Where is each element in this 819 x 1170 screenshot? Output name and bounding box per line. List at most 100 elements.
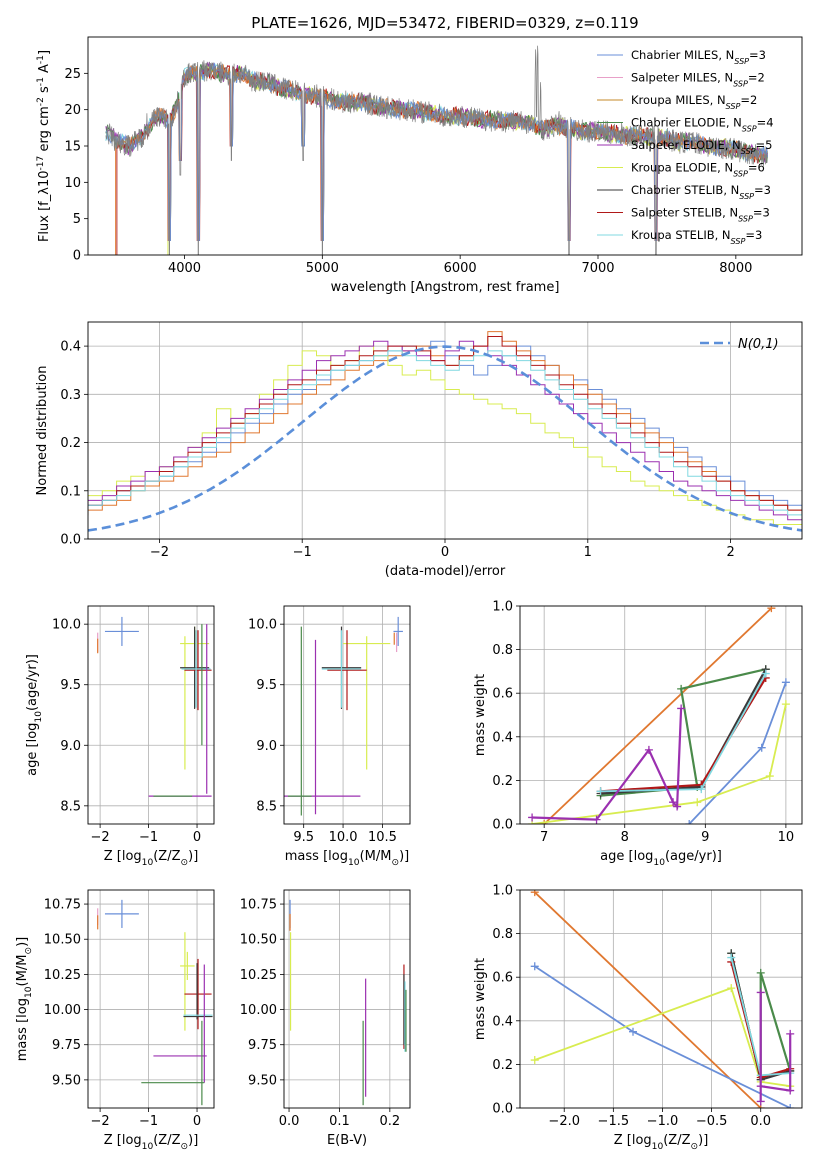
series-marker <box>530 1056 539 1065</box>
series-line <box>600 668 766 797</box>
plot-area <box>528 606 790 824</box>
x-tick-label: 0 <box>441 545 449 560</box>
series-marker <box>786 1029 795 1038</box>
series-marker <box>677 684 686 693</box>
x-tick-label: 8000 <box>719 261 752 276</box>
errorbar-point <box>393 616 403 646</box>
chart-mass_weight_vs_Z: −2.0 −1.5 −1.0 −0.5 0.0 0.0 0.2 0.4 0.6 0.8 1.0 Z [… <box>473 884 803 1152</box>
axes-frame: 9.5 10.0 10.5 8.5 9.0 9.5 10.0 mass [log10(M/M⊙… <box>248 605 411 868</box>
x-tick-label: 0 <box>193 830 201 845</box>
series-marker <box>530 890 539 897</box>
y-tick-label: 9.5 <box>256 678 277 693</box>
y-tick-label: 0.2 <box>60 436 81 451</box>
x-axis-label: mass [log10(M/M⊙)] <box>285 849 409 868</box>
series-marker <box>669 798 678 807</box>
series-marker <box>677 704 686 713</box>
legend-label: Kroupa ELODIE, NSSP=6 <box>631 161 765 179</box>
y-tick-label: 0.0 <box>492 818 513 833</box>
series-marker <box>765 772 774 781</box>
series-marker <box>685 820 694 824</box>
chart-age_vs_Z: −2 −1 0 8.5 9.0 9.5 10.0 Z [log10(Z/Z⊙)] age [lo… <box>25 605 215 868</box>
x-tick-label: 5000 <box>306 261 339 276</box>
axes-frame: 7 8 9 10 0.0 0.2 0.4 0.6 0.8 1.0 age [log10(age/yr… <box>473 600 803 868</box>
chart-age_vs_mass: 9.5 10.0 10.5 8.5 9.0 9.5 10.0 mass [log10(M/M⊙… <box>248 605 411 868</box>
errorbar-point <box>184 630 212 711</box>
chart-mass_weight_vs_age: 7 8 9 10 0.0 0.2 0.4 0.6 0.8 1.0 age [log10(age/yr… <box>473 600 803 868</box>
errorbar-point <box>180 951 195 981</box>
x-tick-label: 0.2 <box>379 1114 400 1129</box>
plot-area <box>284 616 403 816</box>
y-tick-label: 10.0 <box>248 618 277 633</box>
x-axis-label: age [log10(age/yr)] <box>600 849 722 868</box>
legend-label: Salpeter STELIB, NSSP=3 <box>631 206 770 224</box>
x-axis-label: Z [log10(Z/Z⊙)] <box>614 1133 709 1152</box>
series-marker <box>530 962 539 971</box>
legend-label: Chabrier ELODIE, NSSP=4 <box>631 116 774 134</box>
axes-frame: −2.0 −1.5 −1.0 −0.5 0.0 0.0 0.2 0.4 0.6 0.8 1.0 Z [… <box>473 884 803 1152</box>
x-axis-label: E(B-V) <box>327 1133 367 1148</box>
y-axis-label: Flux [f_λ10-17 erg cm-2 s-1 A-1] <box>36 50 52 242</box>
x-tick-label: −1.0 <box>647 1114 679 1129</box>
y-tick-label: 10 <box>64 176 81 191</box>
x-tick-label: 0.0 <box>750 1114 771 1129</box>
x-tick-label: −1 <box>139 830 158 845</box>
y-tick-label: 0.3 <box>60 388 81 403</box>
y-tick-label: 10.50 <box>240 933 277 948</box>
series-marker <box>628 1027 637 1036</box>
plot-area <box>105 45 768 255</box>
axes-border <box>519 889 803 1109</box>
y-tick-label: 15 <box>64 140 81 155</box>
y-axis-label: Normed distribution <box>35 366 50 496</box>
plot-area <box>88 331 802 532</box>
errorbar-point <box>181 630 211 708</box>
axes-border <box>283 889 411 1109</box>
x-tick-label: 10.5 <box>368 830 397 845</box>
x-tick-label: 0.0 <box>279 1114 300 1129</box>
y-axis-label: mass [log10(M/M⊙)] <box>15 937 34 1061</box>
y-tick-label: 20 <box>64 103 81 118</box>
x-tick-label: −2 <box>150 545 169 560</box>
axes-frame: −2 −1 0 8.5 9.0 9.5 10.0 Z [log10(Z/Z⊙)] age [lo… <box>25 605 215 868</box>
x-tick-label: 8 <box>621 830 629 845</box>
gaussian-curve <box>88 345 802 532</box>
y-axis-label: mass weight <box>473 674 488 756</box>
y-tick-label: 0.8 <box>492 927 513 942</box>
chart-residuals: −2 −1 0 1 2 0.0 0.1 0.2 0.3 0.4 (data-model)/error… <box>35 321 803 579</box>
y-tick-label: 10.00 <box>240 1003 277 1018</box>
series-line <box>534 986 791 1088</box>
y-tick-label: 9.0 <box>60 739 81 754</box>
y-tick-label: 0.4 <box>492 1014 513 1029</box>
series-marker <box>786 1104 795 1108</box>
y-tick-label: 10.50 <box>44 933 81 948</box>
series-marker <box>781 678 790 687</box>
y-tick-label: 9.50 <box>248 1073 277 1088</box>
x-tick-label: 10 <box>778 830 795 845</box>
x-axis-label: Z [log10(Z/Z⊙)] <box>104 849 199 868</box>
series-marker <box>596 787 605 796</box>
y-tick-label: 0.0 <box>60 533 81 548</box>
x-tick-label: −2 <box>91 1114 110 1129</box>
series-line <box>543 607 773 824</box>
x-tick-label: 9 <box>701 830 709 845</box>
histogram-series <box>88 331 802 516</box>
series-marker <box>693 798 702 807</box>
histogram-series <box>88 350 802 521</box>
series-marker <box>697 785 706 794</box>
series-marker <box>756 988 765 997</box>
plot-area <box>97 616 212 797</box>
series-marker <box>781 700 790 709</box>
y-tick-label: 0.0 <box>492 1102 513 1117</box>
y-tick-label: 0.2 <box>492 1058 513 1073</box>
legend-label: Salpeter MILES, NSSP=2 <box>631 71 765 89</box>
x-tick-label: 4000 <box>168 261 201 276</box>
histogram-series <box>88 336 802 516</box>
errorbar-point <box>180 626 210 709</box>
errorbar-point <box>104 899 139 928</box>
y-tick-label: 9.75 <box>248 1038 277 1053</box>
axes-frame: 4000 5000 6000 7000 8000 0 5 10 15 20 25 wavelength… <box>36 36 803 295</box>
series-marker <box>592 815 601 824</box>
series-marker <box>528 813 537 822</box>
y-tick-label: 1.0 <box>492 600 513 615</box>
chart-mass_vs_ebv: 0.0 0.1 0.2 9.50 9.75 10.00 10.25 10.50 10.75 E(B… <box>240 889 411 1148</box>
spectrum-data-line <box>105 45 768 255</box>
